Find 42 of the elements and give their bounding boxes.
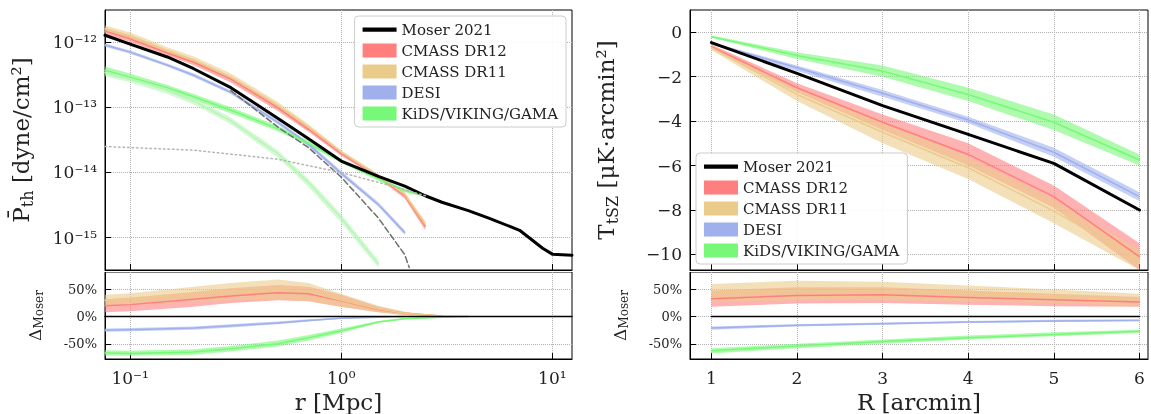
y-tick-label: −8 [656,200,682,220]
x-tick-label: 1 [705,367,717,388]
line-series [710,289,1141,301]
x-tick-label: 3 [877,367,889,388]
legend-label: KiDS/VIKING/GAMA [401,104,559,123]
y-tick-label: 10⁻¹² [52,32,97,53]
legend-label: CMASS DR12 [401,41,507,60]
y-tick-label: -50% [648,336,682,352]
legend-label: CMASS DR12 [743,178,849,197]
y-tick-label: 50% [68,281,97,297]
y-tick-label: 0 [671,22,682,43]
x-tick-label: 10⁰ [326,367,356,388]
x-tick-label: 2 [791,367,803,388]
y-tick-label: -50% [63,336,97,352]
x-tick-label: 5 [1048,367,1060,388]
y-tick-label: −4 [656,111,682,132]
line-series [710,294,1141,303]
legend-label: Moser 2021 [743,157,835,176]
x-tick-label: 10⁻¹ [111,367,149,388]
legend-label: KiDS/VIKING/GAMA [743,241,900,260]
legend-label: CMASS DR11 [401,62,507,81]
y-axis-title: ΔMoser [609,289,631,341]
legend-label: CMASS DR11 [743,199,849,218]
x-tick-label: 10¹ [538,367,567,388]
legend-label: Moser 2021 [401,20,493,39]
y-axis-title: ΔMoser [24,289,46,341]
y-tick-label: −6 [656,155,682,176]
y-tick-label: 0% [76,309,97,325]
y-tick-label: 10⁻¹⁵ [52,227,98,248]
x-tick-label: 4 [962,367,974,388]
y-tick-label: −2 [656,66,682,87]
y-axis-title: P̄th [dyne/cm²] [7,57,37,223]
y-tick-label: 10⁻¹⁴ [52,162,98,183]
x-axis-title: R [arcmin] [856,389,982,414]
y-axis-title: TtSZ [μK·arcmin²] [592,40,622,240]
x-tick-label: 6 [1134,367,1145,388]
legend-label: DESI [401,83,441,102]
y-tick-label: 0% [661,309,682,325]
y-tick-label: 50% [653,281,682,297]
y-tick-label: −10 [646,244,682,265]
legend-label: DESI [743,220,783,239]
y-tick-label: 10⁻¹³ [52,97,97,118]
